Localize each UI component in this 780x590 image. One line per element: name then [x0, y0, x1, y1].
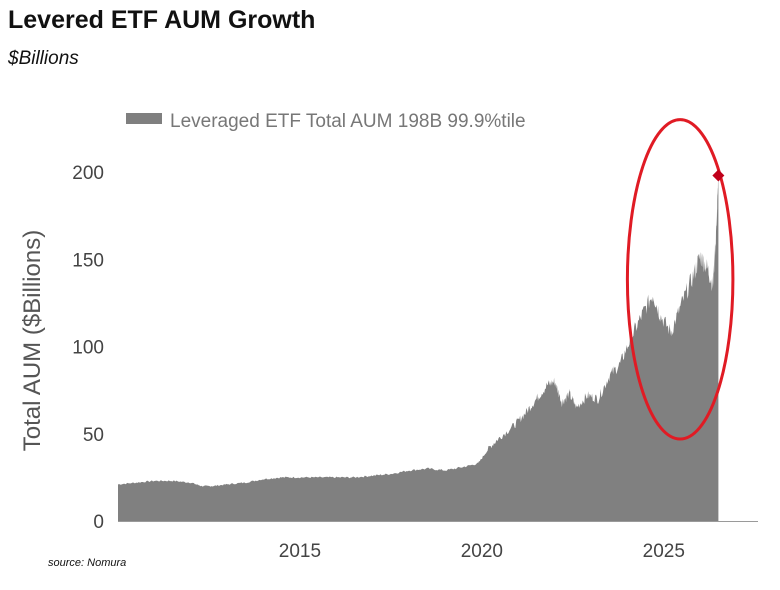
aum-area [118, 167, 719, 521]
x-tick-label: 2015 [279, 541, 321, 562]
chart-subtitle: $Billions [8, 48, 79, 69]
y-tick-label: 150 [72, 250, 104, 271]
peak-marker [712, 169, 725, 182]
y-axis-label: Total AUM ($Billions) [19, 230, 46, 451]
y-tick-label: 100 [72, 338, 104, 359]
y-tick-label: 200 [72, 163, 104, 184]
x-tick-label: 2025 [643, 541, 685, 562]
x-tick-labels: 2015 2020 2025 [279, 541, 685, 562]
y-tick-labels: 0 50 100 150 200 [72, 163, 104, 533]
legend-swatch [126, 113, 162, 124]
legend: Leveraged ETF Total AUM 198B 99.9%tile [126, 111, 526, 132]
highlight-ellipse [625, 118, 735, 441]
y-tick-label: 50 [83, 425, 104, 446]
legend-label: Leveraged ETF Total AUM 198B 99.9%tile [170, 111, 526, 132]
chart-title: Levered ETF AUM Growth [8, 6, 316, 34]
x-tick-label: 2020 [461, 541, 503, 562]
y-tick-label: 0 [93, 512, 104, 533]
source-note: source: Nomura [48, 557, 127, 569]
